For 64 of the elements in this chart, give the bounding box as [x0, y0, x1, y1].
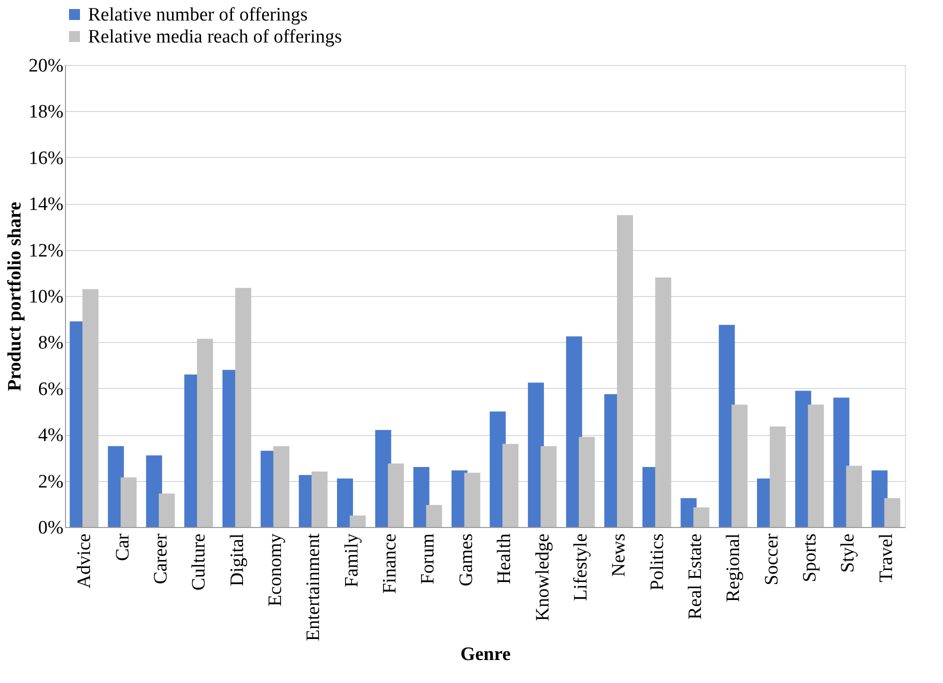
bar [426, 505, 442, 527]
x-tick-label: Culture [188, 534, 210, 590]
x-tick-label: Games [456, 534, 477, 586]
x-axis-title: Genre [460, 644, 511, 666]
x-tick-label: Career [150, 532, 172, 584]
bar [578, 436, 595, 527]
y-tick-label: 18% [28, 102, 64, 123]
y-tick-label: 12% [28, 240, 64, 262]
y-tick-label: 16% [28, 148, 64, 169]
x-tick-label: Real Estate [685, 534, 706, 620]
bar [464, 472, 480, 527]
bar [312, 472, 328, 527]
bar [337, 478, 353, 527]
bar [617, 215, 633, 527]
legend-label: Relative number of offerings [88, 4, 308, 26]
y-axis-title: Product portfolio share [4, 202, 26, 392]
bar [884, 498, 900, 527]
bar [846, 466, 862, 527]
y-tick-label: 6% [38, 378, 64, 400]
x-tick-label: Style [838, 534, 859, 573]
bar [158, 494, 175, 527]
x-tick-label: Forum [418, 533, 439, 584]
x-tick-label: Sports [800, 534, 821, 582]
y-tick-label: 10% [28, 286, 64, 308]
bar [413, 466, 430, 527]
x-tick-label: Health [494, 533, 516, 584]
x-tick-label: Knowledge [532, 534, 554, 622]
bar [540, 446, 557, 527]
bar [197, 338, 213, 527]
y-tick-label: 8% [38, 332, 64, 354]
bar [82, 289, 98, 527]
x-tick-label: Entertainment [303, 532, 324, 642]
x-tick-label: Lifestyle [570, 534, 592, 602]
x-tick-label: Travel [876, 534, 897, 582]
x-tick-label: Politics [646, 534, 668, 591]
bar [872, 470, 888, 527]
x-tick-label: Advice [74, 534, 96, 588]
bar [146, 455, 162, 527]
y-tick-label: 20% [28, 56, 64, 76]
bar [273, 446, 290, 527]
y-tick-label: 4% [38, 425, 64, 446]
x-tick-label: Soccer [761, 532, 782, 586]
x-tick-label: Digital [226, 534, 248, 586]
x-tick-label: Economy [265, 533, 286, 606]
bar [350, 515, 366, 527]
bar [732, 404, 748, 527]
y-tick-label: 2% [38, 471, 64, 492]
bar [502, 444, 518, 527]
bar [770, 426, 786, 527]
x-tick-label: Finance [380, 534, 401, 594]
x-tick-label: Car [112, 532, 134, 561]
bar [388, 463, 404, 527]
bar [808, 404, 824, 527]
bar [693, 507, 710, 527]
legend-label: Relative media reach of offerings [88, 26, 342, 48]
bar [566, 336, 582, 527]
x-tick-label: News [608, 534, 630, 577]
bar [235, 288, 252, 527]
bar [655, 278, 672, 527]
x-tick-label: Family [341, 533, 362, 588]
y-tick-label: 14% [28, 194, 64, 216]
x-tick-label: Regional [723, 534, 744, 602]
bar [120, 477, 137, 527]
y-tick-label: 0% [38, 518, 64, 538]
